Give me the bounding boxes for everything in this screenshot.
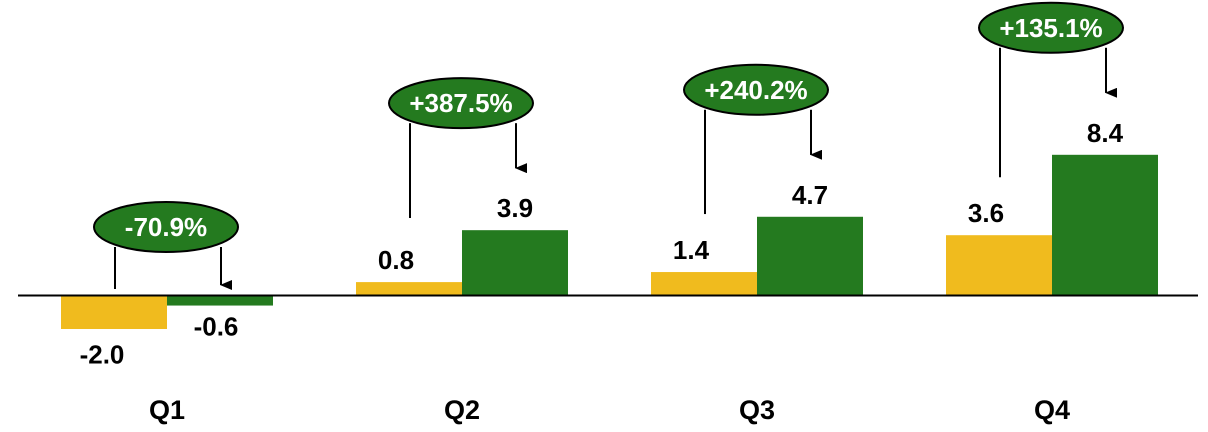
value-label-q4-s2: 8.4 xyxy=(1087,118,1124,148)
category-label-q4: Q4 xyxy=(1034,395,1070,425)
value-label-q2-s1: 0.8 xyxy=(378,245,414,275)
growth-badge-q4 xyxy=(978,1,1124,54)
growth-badge-q1 xyxy=(93,201,239,253)
value-label-q3-s1: 1.4 xyxy=(673,235,710,265)
bar-q4-s1 xyxy=(946,235,1052,296)
annotations-layer: -70.9% +387.5% +240.2% +135.1% xyxy=(93,1,1124,290)
bars-layer xyxy=(61,154,1158,329)
bar-q2-s2 xyxy=(462,230,568,296)
growth-label-q3: +240.2% xyxy=(704,75,807,105)
bar-q2-s1 xyxy=(356,282,462,296)
bar-q3-s1 xyxy=(651,272,757,296)
growth-label-q2: +387.5% xyxy=(409,88,512,118)
category-labels: Q1 Q2 Q3 Q4 xyxy=(149,395,1070,425)
category-label-q2: Q2 xyxy=(444,395,480,425)
bar-q3-s2 xyxy=(757,216,863,296)
growth-badge-q3 xyxy=(683,63,829,116)
category-label-q1: Q1 xyxy=(149,395,185,425)
bar-q1-s1 xyxy=(61,295,167,329)
category-label-q3: Q3 xyxy=(739,395,775,425)
growth-badge-q2 xyxy=(388,77,534,130)
bar-q1-s2 xyxy=(167,295,273,306)
value-label-q1-s1: -2.0 xyxy=(80,340,125,370)
value-label-q3-s2: 4.7 xyxy=(792,180,828,210)
growth-label-q4: +135.1% xyxy=(999,13,1102,43)
labels-layer: -2.0 -0.6 0.8 3.9 1.4 4.7 3.6 8.4 xyxy=(80,118,1124,370)
bar-q4-s2 xyxy=(1052,154,1158,296)
value-label-q1-s2: -0.6 xyxy=(194,312,239,342)
value-label-q4-s1: 3.6 xyxy=(968,198,1004,228)
value-label-q2-s2: 3.9 xyxy=(497,193,533,223)
growth-label-q1: -70.9% xyxy=(125,212,207,242)
